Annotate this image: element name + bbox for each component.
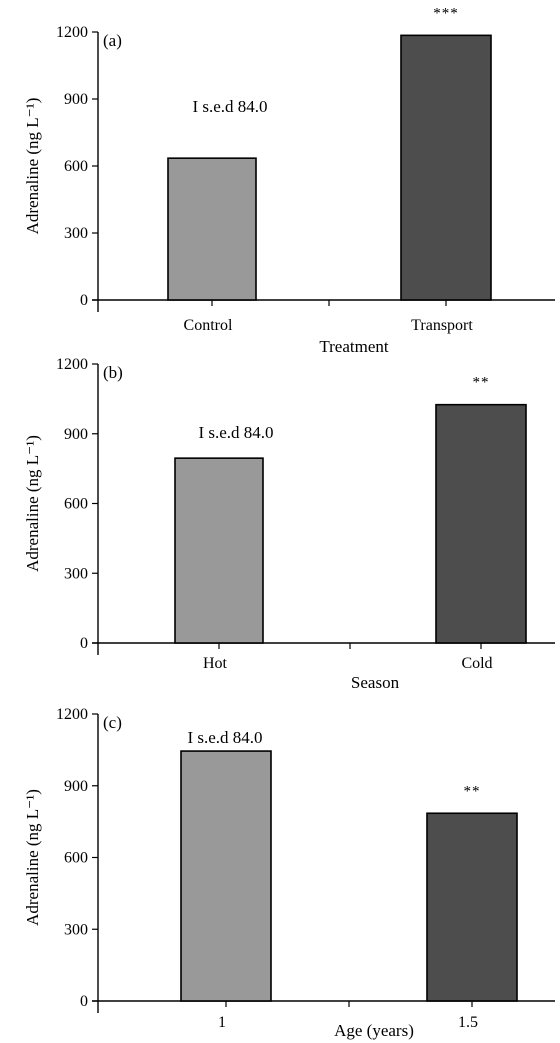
- sed-annotation: I s.e.d 84.0: [198, 423, 273, 442]
- y-tick-label: 600: [64, 496, 88, 513]
- x-tick-label: Transport: [411, 317, 473, 334]
- y-tick-label: 300: [64, 565, 88, 582]
- sed-annotation: I s.e.d 84.0: [192, 97, 267, 116]
- y-tick-label: 0: [80, 635, 88, 652]
- significance-marker: ***: [433, 5, 459, 21]
- bar-1: [180, 750, 272, 1002]
- x-axis-title: Age (years): [334, 1021, 414, 1040]
- x-tick-label: Cold: [461, 655, 492, 672]
- x-axis-title: Season: [351, 673, 400, 692]
- y-tick-label: 0: [80, 993, 88, 1010]
- y-tick-label: 900: [64, 778, 88, 795]
- chart-panel-3: 0 300 600 900 1200 (c) 1 1.5 ** I s.e.d 84.0 Age (…: [23, 706, 555, 1040]
- y-tick-label: 900: [64, 91, 88, 108]
- panel-label: (c): [103, 713, 122, 732]
- y-tick-label: 600: [64, 158, 88, 175]
- y-tick-label: 1200: [56, 356, 88, 373]
- y-tick-label: 0: [80, 292, 88, 309]
- significance-marker: **: [473, 375, 490, 391]
- bar-hot: [174, 457, 264, 644]
- bar-control: [167, 157, 257, 301]
- sed-annotation: I s.e.d 84.0: [187, 728, 262, 747]
- x-axis-title: Treatment: [319, 337, 389, 356]
- y-tick-label: 300: [64, 225, 88, 242]
- y-axis-title: Adrenaline (ng L⁻¹): [23, 789, 42, 926]
- chart-panel-1: 0 300 600 900 1200 (a) Control Transport *** I s.…: [23, 5, 555, 356]
- y-tick-label: 300: [64, 921, 88, 938]
- significance-marker: **: [464, 783, 481, 799]
- x-tick-label: Hot: [203, 655, 228, 672]
- y-tick-label: 600: [64, 850, 88, 867]
- y-axis-title: Adrenaline (ng L⁻¹): [23, 98, 42, 235]
- x-tick-label: Control: [184, 317, 233, 334]
- y-tick-label: 1200: [56, 24, 88, 41]
- y-tick-label: 1200: [56, 706, 88, 723]
- chart-panel-2: 0 300 600 900 1200 (b) Hot Cold ** I s.e.d 84.0 Se…: [23, 356, 555, 692]
- bar-cold: [435, 403, 527, 644]
- bar-transport: [400, 34, 492, 301]
- y-tick-label: 900: [64, 426, 88, 443]
- x-tick-label: 1.5: [458, 1014, 478, 1031]
- panel-label: (a): [103, 31, 122, 50]
- panel-label: (b): [103, 363, 123, 382]
- x-tick-label: 1: [218, 1014, 226, 1031]
- y-axis-title: Adrenaline (ng L⁻¹): [23, 435, 42, 572]
- bar-1-5: [426, 812, 518, 1002]
